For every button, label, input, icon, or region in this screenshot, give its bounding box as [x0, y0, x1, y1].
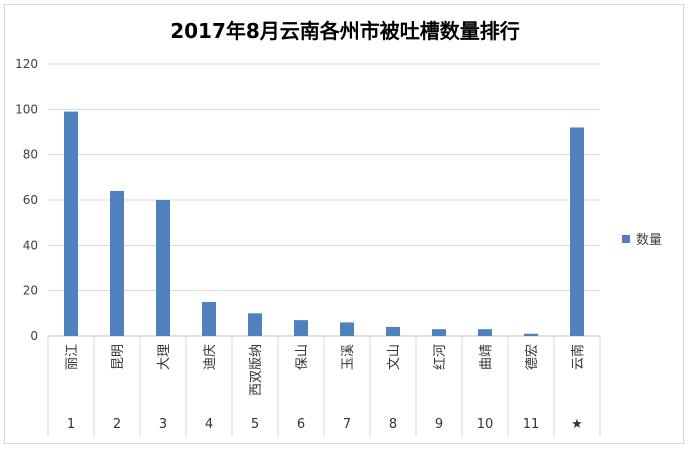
- rank-label: 3: [159, 417, 167, 432]
- bar-layer: [64, 111, 584, 336]
- bar: [294, 320, 308, 336]
- rank-label: 2: [113, 417, 121, 432]
- bar: [478, 329, 492, 336]
- category-axis: 丽江 1 昆明 2 大理 3 迪庆 4 西双版纳 5 保山 6 玉溪 7 文山 8 红河 9 曲靖 10 德宏 11 云南 ★: [47, 336, 601, 437]
- category-label: 迪庆: [203, 344, 218, 370]
- bar: [340, 322, 354, 336]
- bar: [202, 302, 216, 336]
- bar: [156, 200, 170, 336]
- grid-layer: [48, 63, 600, 337]
- category-label: 保山: [295, 344, 310, 370]
- category-label: 云南: [570, 344, 586, 370]
- rank-label: 5: [251, 417, 259, 432]
- y-tick-label: 40: [23, 238, 38, 252]
- category-label: 德宏: [525, 344, 540, 370]
- y-tick-label: 0: [30, 329, 38, 343]
- legend: 数量: [622, 233, 662, 248]
- category-label: 曲靖: [479, 344, 494, 370]
- y-tick-label: 100: [15, 102, 38, 116]
- category-label: 昆明: [111, 344, 126, 370]
- rank-label: 9: [435, 417, 443, 432]
- y-tick-label: 60: [23, 193, 38, 207]
- category-label: 大理: [157, 344, 172, 370]
- rank-label: 10: [477, 417, 494, 432]
- rank-label: 7: [343, 417, 351, 432]
- bar: [570, 127, 584, 336]
- rank-label: 4: [205, 417, 213, 432]
- chart-title: 2017年8月云南各州市被吐槽数量排行: [170, 19, 520, 43]
- bar: [64, 111, 78, 336]
- category-label: 文山: [387, 344, 402, 370]
- category-label: 红河: [432, 344, 448, 370]
- rank-label: 6: [297, 417, 305, 432]
- rank-label: 1: [67, 417, 75, 432]
- rank-label: ★: [571, 417, 583, 432]
- bar: [386, 326, 400, 336]
- bar: [110, 190, 124, 336]
- y-tick-label: 20: [23, 284, 38, 298]
- bar: [432, 329, 446, 336]
- bar: [524, 333, 538, 336]
- legend-label: 数量: [636, 233, 662, 248]
- y-axis-ticks: 0 20 40 60 80 100 120: [15, 57, 38, 343]
- category-label: 西双版纳: [249, 344, 264, 396]
- y-tick-label: 80: [23, 148, 38, 162]
- bar: [248, 313, 262, 336]
- y-tick-label: 120: [15, 57, 38, 71]
- category-label: 丽江: [65, 344, 80, 370]
- category-label: 玉溪: [341, 344, 356, 370]
- rank-label: 8: [389, 417, 397, 432]
- rank-label: 11: [523, 417, 540, 432]
- legend-swatch: [622, 235, 630, 243]
